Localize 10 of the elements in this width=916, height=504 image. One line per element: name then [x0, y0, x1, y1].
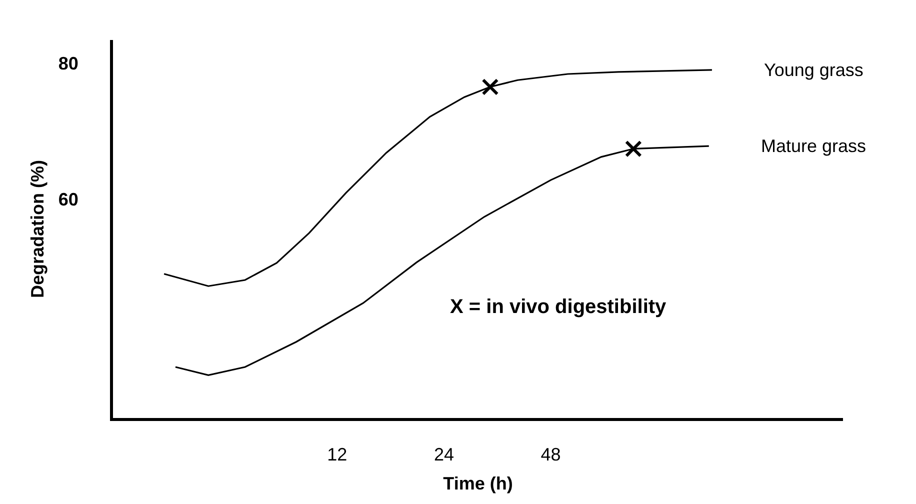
- y-axis-title: Degradation (%): [28, 160, 48, 298]
- x-tick-label: 24: [434, 444, 454, 465]
- x-axis-title: Time (h): [443, 474, 513, 494]
- text: Young grass: [764, 60, 864, 80]
- x-tick-label: 12: [327, 444, 348, 465]
- text: Mature grass: [761, 136, 866, 156]
- annotation: X = in vivo digestibility: [450, 296, 668, 318]
- y-tick-label: 80: [58, 53, 78, 74]
- y-tick-label: 60: [58, 189, 78, 210]
- x-tick-label: 48: [540, 444, 561, 465]
